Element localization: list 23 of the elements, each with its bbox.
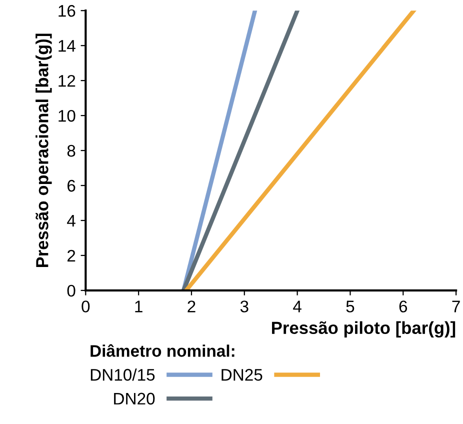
x-tick-label: 4 xyxy=(293,300,302,312)
y-tick-label: 10 xyxy=(58,110,76,122)
x-tick-label: 5 xyxy=(346,300,354,312)
x-tick-label: 1 xyxy=(135,300,142,312)
legend-title: Diâmetro nominal: xyxy=(90,344,234,357)
y-tick-label: 6 xyxy=(68,180,76,192)
x-tick-label: 6 xyxy=(399,300,408,312)
x-tick-label: 2 xyxy=(188,300,196,312)
legend-label: DN10/15 xyxy=(90,368,155,381)
y-tick-label: 4 xyxy=(67,215,76,227)
y-tick-label: 12 xyxy=(58,74,76,87)
y-tick-label: 14 xyxy=(58,40,76,52)
y-tick-label: 2 xyxy=(68,250,76,262)
legend-label: DN25 xyxy=(222,368,262,381)
x-axis-title: Pressão piloto [bar(g)] xyxy=(272,321,456,338)
x-tick-label: 7 xyxy=(452,300,460,312)
y-tick-label: 0 xyxy=(67,284,76,297)
y-axis-title: Pressão operacional [bar(g)] xyxy=(36,34,52,268)
legend-label: DN20 xyxy=(114,392,155,405)
y-tick-label: 16 xyxy=(58,5,76,17)
y-tick-label: 8 xyxy=(67,144,76,157)
x-tick-label: 0 xyxy=(82,300,90,312)
x-tick-label: 3 xyxy=(240,300,248,312)
